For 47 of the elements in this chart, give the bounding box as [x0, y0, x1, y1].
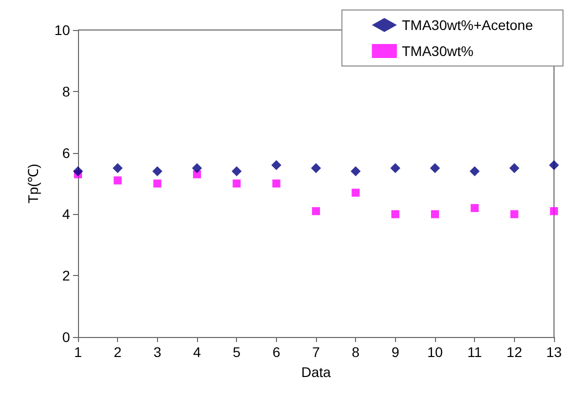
x-tick-label: 11: [467, 344, 482, 360]
legend-label: TMA30wt%+Acetone: [402, 17, 534, 33]
point: [431, 210, 439, 218]
x-tick-label: 7: [312, 344, 320, 360]
y-tick-label: 6: [62, 144, 70, 161]
y-tick-label: 8: [62, 83, 70, 100]
x-tick-label: 5: [232, 344, 241, 360]
y-tick-label: 2: [62, 268, 70, 284]
y-tick-label: 10: [54, 22, 70, 38]
point: [510, 210, 518, 218]
point: [271, 160, 282, 170]
point: [352, 188, 360, 197]
point: [549, 160, 559, 170]
x-tick-label: 13: [546, 344, 562, 360]
point: [390, 163, 400, 174]
x-tick-label: 1: [74, 344, 82, 360]
point: [112, 163, 123, 174]
point: [312, 207, 320, 216]
x-tick-label: 4: [193, 344, 202, 360]
point: [232, 180, 241, 188]
legend-label: TMA30wt%: [402, 43, 474, 59]
point: [152, 166, 162, 176]
x-tick-label: 12: [506, 344, 522, 360]
point: [470, 166, 480, 176]
point: [232, 166, 242, 176]
point: [509, 163, 520, 174]
point: [73, 166, 83, 176]
x-tick-label: 10: [427, 344, 443, 360]
y-tick-label: 4: [62, 206, 70, 222]
point: [350, 166, 361, 176]
x-tick-label: 2: [114, 344, 122, 360]
x-tick-label: 6: [272, 344, 280, 360]
point: [311, 163, 321, 174]
point: [114, 176, 122, 184]
y-tick-label: 0: [62, 329, 70, 345]
point: [430, 163, 440, 174]
point: [192, 163, 202, 174]
x-axis-title: Data: [301, 364, 331, 380]
y-axis-title: Tp(℃): [25, 164, 41, 204]
x-tick-label: 8: [352, 344, 360, 360]
point: [550, 207, 558, 216]
x-tick-label: 9: [391, 344, 400, 360]
point: [470, 204, 479, 212]
x-tick-label: 3: [153, 344, 162, 360]
point: [391, 210, 400, 218]
point: [272, 180, 280, 188]
point: [153, 180, 162, 188]
